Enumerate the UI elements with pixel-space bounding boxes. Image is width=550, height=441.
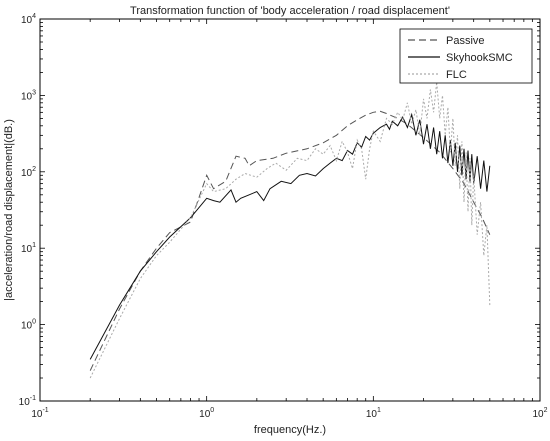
x-tick-label: 101 — [366, 407, 381, 420]
y-tick-label: 10-1 — [19, 395, 36, 408]
y-tick-label: 103 — [21, 89, 36, 102]
y-axis-label: |acceleration/road displacement|(dB.) — [3, 119, 15, 301]
series-line-flc — [89, 81, 491, 379]
ticks-layer: 10-1 100 101 102 10-1 100 101 102 103 104 — [19, 13, 548, 420]
y-tick-label: 102 — [21, 166, 36, 179]
y-tick-label: 100 — [21, 319, 36, 332]
x-tick-label: 10-1 — [31, 407, 48, 420]
y-tick-label: 104 — [21, 13, 36, 26]
x-axis-label: frequency(Hz.) — [254, 424, 326, 436]
legend-label-flc: FLC — [446, 69, 467, 81]
chart-title: Transformation function of 'body acceler… — [130, 5, 450, 17]
legend: Passive SkyhookSMC FLC — [399, 28, 533, 84]
series-line-skyhooksmc — [89, 112, 491, 360]
legend-label-passive: Passive — [446, 35, 485, 47]
series-layer — [89, 81, 491, 379]
legend-label-skyhooksmc: SkyhookSMC — [446, 52, 513, 64]
y-tick-label: 101 — [21, 242, 36, 255]
x-tick-label: 102 — [532, 407, 547, 420]
x-tick-label: 100 — [199, 407, 214, 420]
